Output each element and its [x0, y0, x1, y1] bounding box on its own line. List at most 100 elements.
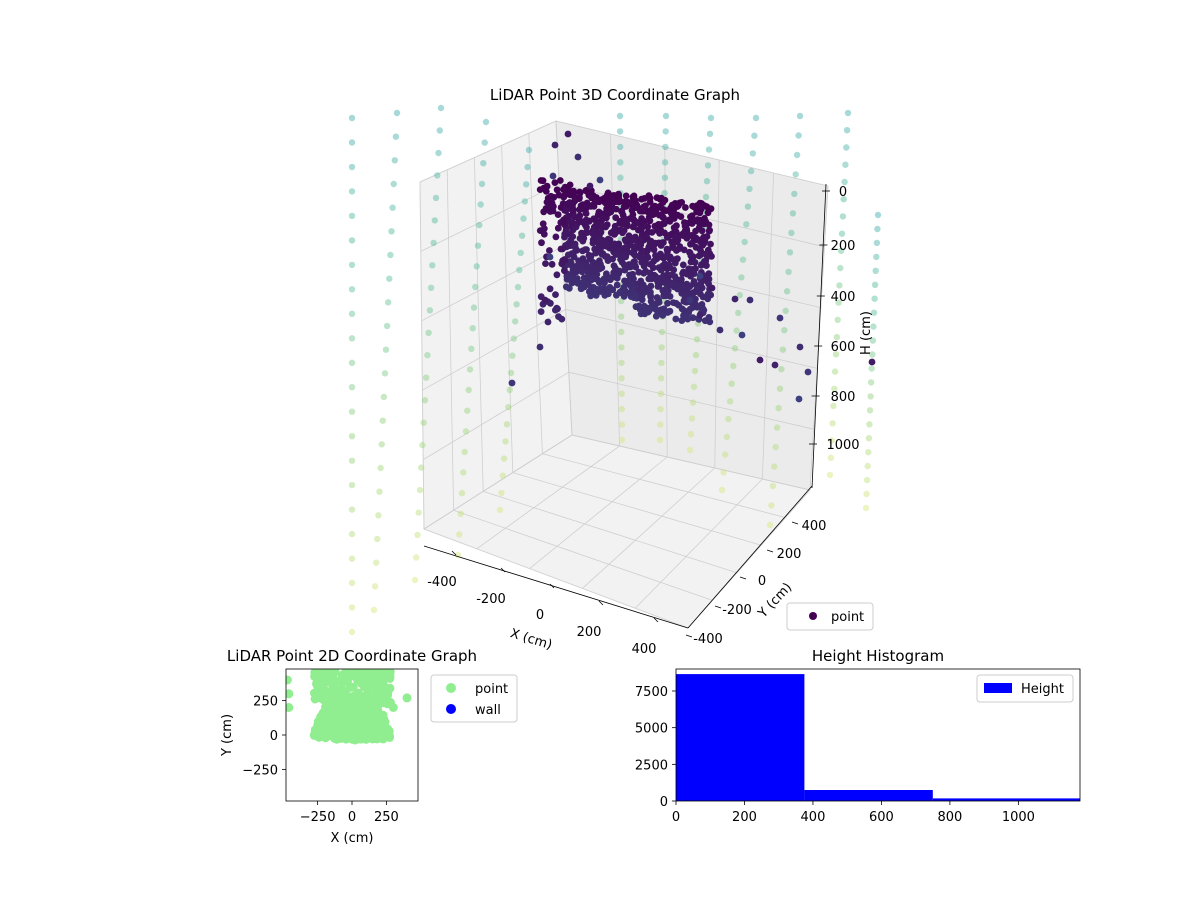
- lidar-point: [561, 267, 568, 275]
- wall-point: [869, 351, 876, 358]
- lidar-point: [552, 233, 560, 241]
- lidar-point: [554, 224, 562, 232]
- hist-x-tick-label: 400: [801, 810, 826, 825]
- lidar-point: [542, 260, 549, 267]
- lidar-point: [579, 247, 586, 255]
- wall-point: [741, 238, 748, 246]
- y-tick-label-2d: 250: [253, 695, 278, 710]
- lidar-point: [639, 207, 646, 214]
- lidar-point: [638, 291, 646, 299]
- lidar-point-2d: [354, 690, 364, 700]
- wall-point: [617, 297, 625, 305]
- wall-point: [370, 606, 378, 614]
- lidar-point: [617, 256, 624, 263]
- lidar-point: [557, 245, 565, 253]
- lidar-point: [663, 290, 671, 298]
- lidar-point-2d: [353, 711, 363, 721]
- wall-point: [702, 193, 710, 201]
- wall-point: [348, 481, 356, 489]
- point-cloud-2d: [286, 669, 412, 745]
- lidar-point-2d: [350, 669, 360, 677]
- lidar-point: [576, 194, 583, 201]
- lidar-point: [679, 230, 687, 238]
- lidar-point-2d: [342, 677, 352, 687]
- lidar-point: [666, 217, 674, 225]
- lidar-point: [804, 368, 812, 376]
- wall-point: [791, 190, 798, 198]
- legend-2d-wall-marker: [446, 704, 456, 714]
- wall-point: [414, 531, 421, 539]
- lidar-point: [664, 309, 672, 316]
- wall-point: [730, 362, 737, 370]
- legend-2d-point-label: point: [475, 682, 508, 697]
- y-tick-label-3d: -400: [693, 632, 723, 647]
- lidar-point-2d: [311, 669, 321, 678]
- lidar-point: [680, 307, 688, 314]
- wall-point: [796, 112, 804, 120]
- wall-point: [506, 386, 513, 394]
- chart-3d-title: LiDAR Point 3D Coordinate Graph: [490, 86, 740, 104]
- lidar-point: [655, 253, 662, 261]
- lidar-point: [582, 210, 590, 217]
- lidar-point: [738, 331, 746, 339]
- lidar-point: [596, 265, 603, 273]
- wall-point: [662, 112, 670, 120]
- wall-point: [873, 239, 881, 247]
- lidar-point: [601, 285, 608, 293]
- grid-line: [529, 456, 668, 569]
- wall-point: [776, 385, 784, 392]
- histogram-title: Height Histogram: [812, 647, 944, 665]
- lidar-point: [795, 395, 803, 403]
- lidar-point: [615, 198, 623, 206]
- wall-point: [480, 160, 487, 167]
- wall-point: [866, 421, 873, 428]
- grid-line: [714, 159, 720, 469]
- lidar-point: [671, 233, 679, 241]
- lidar-point: [563, 276, 571, 283]
- lidar-point: [585, 251, 593, 259]
- lidar-point: [731, 295, 739, 303]
- lidar-point: [543, 182, 551, 190]
- lidar-point: [776, 314, 784, 322]
- legend-2d-point-marker: [446, 683, 456, 693]
- wall-point: [704, 162, 712, 169]
- lidar-point: [569, 266, 577, 274]
- wall-point: [661, 159, 669, 166]
- grid-line: [476, 445, 620, 550]
- z-tick-label-3d: 1000: [826, 438, 859, 453]
- x-axis-label-3d: X (cm): [508, 626, 554, 653]
- lidar-point: [640, 302, 648, 310]
- wall-point: [870, 309, 878, 316]
- lidar-point-2d: [286, 675, 292, 685]
- wall-point: [616, 128, 624, 135]
- x-tick-label-3d: 200: [577, 625, 602, 640]
- wall-point: [454, 551, 462, 559]
- wall-point: [521, 198, 529, 205]
- wall-point: [391, 157, 398, 164]
- x-tick-mark-3d: [500, 567, 506, 573]
- lidar-point: [576, 212, 584, 220]
- lidar-point: [541, 296, 549, 304]
- lidar-point: [655, 264, 663, 271]
- lidar-point: [706, 226, 713, 234]
- lidar-point: [551, 141, 559, 149]
- lidar-point: [668, 238, 675, 246]
- wall-point: [436, 127, 443, 134]
- wall-point: [425, 329, 432, 336]
- wall-point: [691, 367, 699, 375]
- x-tick-mark-3d: [653, 617, 659, 623]
- lidar-point: [667, 255, 675, 263]
- wall-point: [618, 390, 625, 397]
- lidar-point: [564, 251, 572, 259]
- wall-point: [431, 217, 438, 224]
- grid-line: [420, 183, 560, 252]
- lidar-point: [550, 193, 558, 201]
- wall-point: [413, 554, 420, 561]
- lidar-point: [579, 231, 586, 239]
- lidar-point: [647, 261, 654, 268]
- wall-point: [465, 386, 472, 394]
- lidar-point-2d: [337, 697, 347, 707]
- wall-point: [707, 114, 715, 122]
- wall-point: [518, 232, 526, 239]
